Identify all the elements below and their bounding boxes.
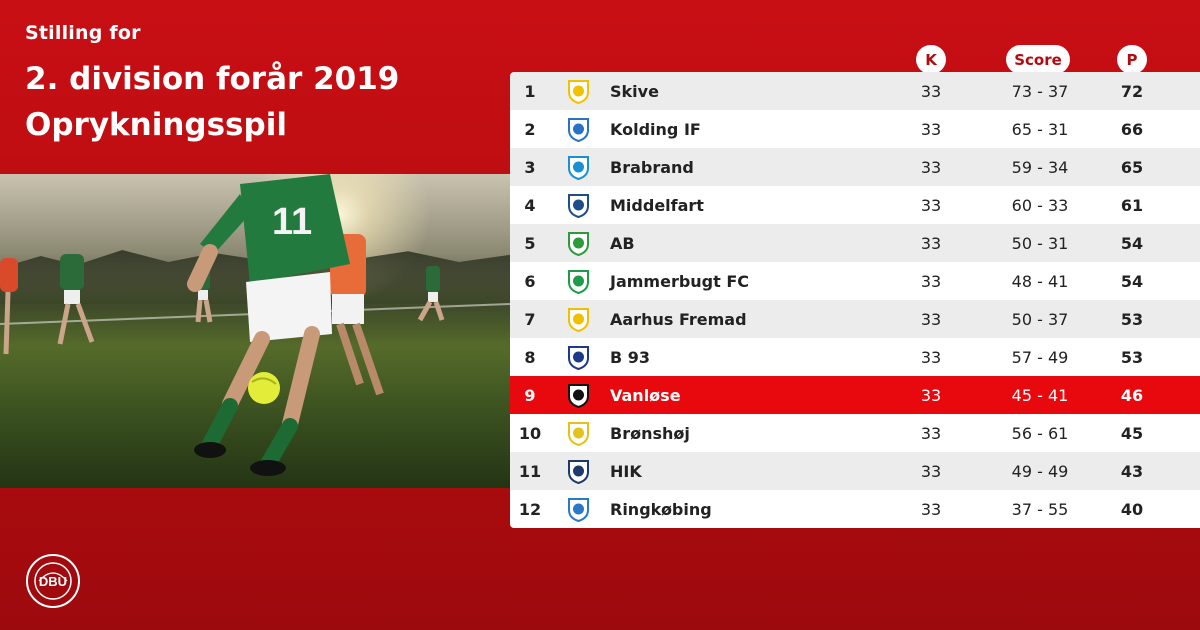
jammerbugt-fc-crest-icon <box>568 270 589 294</box>
points-cell: 43 <box>1120 461 1144 481</box>
football-photo: 11 <box>0 174 510 488</box>
team-name: Ringkøbing <box>610 499 712 519</box>
brabrand-crest-icon <box>568 156 589 180</box>
standings-table: 1 Skive 33 73 - 37 72 2 Kolding IF 33 65 - 31 66 3… <box>510 72 1200 528</box>
matches-cell: 33 <box>920 233 942 253</box>
b93-crest-icon <box>568 346 589 370</box>
points-cell: 66 <box>1120 119 1144 139</box>
score-cell: 60 - 33 <box>1011 195 1069 215</box>
page-title: 2. division forår 2019 Oprykningsspil <box>25 56 399 148</box>
matches-cell: 33 <box>920 81 942 101</box>
matches-cell: 33 <box>920 271 942 291</box>
score-cell: 37 - 55 <box>1011 499 1069 519</box>
position-cell: 8 <box>524 347 536 367</box>
position-cell: 1 <box>524 81 536 101</box>
column-header-p: P <box>1117 45 1147 74</box>
position-cell: 5 <box>524 233 536 253</box>
table-row: 8 B 93 33 57 - 49 53 <box>510 338 1200 376</box>
table-row: 10 Brønshøj 33 56 - 61 45 <box>510 414 1200 452</box>
points-cell: 54 <box>1120 233 1144 253</box>
title-line-2: Oprykningsspil <box>25 107 287 143</box>
matches-cell: 33 <box>920 385 942 405</box>
position-cell: 9 <box>524 385 536 405</box>
matches-cell: 33 <box>920 423 942 443</box>
table-row: 11 HIK 33 49 - 49 43 <box>510 452 1200 490</box>
kolding-if-crest-icon <box>568 118 589 142</box>
table-row: 3 Brabrand 33 59 - 34 65 <box>510 148 1200 186</box>
skive-crest-icon <box>568 80 589 104</box>
matches-cell: 33 <box>920 195 942 215</box>
ab-crest-icon <box>568 232 589 256</box>
column-header-score: Score <box>1006 45 1070 74</box>
bronshoj-crest-icon <box>568 422 589 446</box>
score-cell: 56 - 61 <box>1011 423 1069 443</box>
vanlose-crest-icon <box>568 384 589 408</box>
score-cell: 45 - 41 <box>1011 385 1069 405</box>
score-cell: 48 - 41 <box>1011 271 1069 291</box>
heading: Stilling for 2. division forår 2019 Opry… <box>25 22 399 148</box>
matches-cell: 33 <box>920 119 942 139</box>
table-row: 2 Kolding IF 33 65 - 31 66 <box>510 110 1200 148</box>
position-cell: 4 <box>524 195 536 215</box>
points-cell: 53 <box>1120 309 1144 329</box>
matches-cell: 33 <box>920 461 942 481</box>
table-row: 4 Middelfart 33 60 - 33 61 <box>510 186 1200 224</box>
position-cell: 11 <box>518 461 542 481</box>
table-row: 5 AB 33 50 - 31 54 <box>510 224 1200 262</box>
position-cell: 2 <box>524 119 536 139</box>
table-row: 12 Ringkøbing 33 37 - 55 40 <box>510 490 1200 528</box>
points-cell: 46 <box>1120 385 1144 405</box>
team-name: Jammerbugt FC <box>610 271 750 291</box>
team-name: Aarhus Fremad <box>610 309 747 329</box>
points-cell: 65 <box>1120 157 1144 177</box>
hik-crest-icon <box>568 460 589 484</box>
points-cell: 45 <box>1120 423 1144 443</box>
matches-cell: 33 <box>920 347 942 367</box>
players-illustration: 11 <box>0 174 510 476</box>
team-name: Kolding IF <box>610 119 701 139</box>
table-row: 7 Aarhus Fremad 33 50 - 37 53 <box>510 300 1200 338</box>
dbu-logo-icon: DBU <box>26 554 80 608</box>
dbu-logo-text: DBU <box>39 574 67 589</box>
score-cell: 65 - 31 <box>1011 119 1069 139</box>
position-cell: 3 <box>524 157 536 177</box>
table-row: 9 Vanløse 33 45 - 41 46 <box>510 376 1200 414</box>
table-row: 6 Jammerbugt FC 33 48 - 41 54 <box>510 262 1200 300</box>
team-name: Middelfart <box>610 195 704 215</box>
score-cell: 50 - 31 <box>1011 233 1069 253</box>
position-cell: 7 <box>524 309 536 329</box>
matches-cell: 33 <box>920 157 942 177</box>
middelfart-crest-icon <box>568 194 589 218</box>
score-cell: 57 - 49 <box>1011 347 1069 367</box>
points-cell: 54 <box>1120 271 1144 291</box>
points-cell: 40 <box>1120 499 1144 519</box>
position-cell: 6 <box>524 271 536 291</box>
score-cell: 59 - 34 <box>1011 157 1069 177</box>
matches-cell: 33 <box>920 499 942 519</box>
team-name: HIK <box>610 461 642 481</box>
points-cell: 72 <box>1120 81 1144 101</box>
title-line-1: 2. division forår 2019 <box>25 61 400 97</box>
svg-text:11: 11 <box>272 201 312 243</box>
matches-cell: 33 <box>920 309 942 329</box>
team-name: Brønshøj <box>610 423 690 443</box>
position-cell: 12 <box>518 499 542 519</box>
score-cell: 73 - 37 <box>1011 81 1069 101</box>
score-cell: 49 - 49 <box>1011 461 1069 481</box>
aarhus-fremad-crest-icon <box>568 308 589 332</box>
position-cell: 10 <box>518 423 542 443</box>
score-cell: 50 - 37 <box>1011 309 1069 329</box>
team-name: Vanløse <box>610 385 681 405</box>
team-name: Skive <box>610 81 659 101</box>
team-name: AB <box>610 233 635 253</box>
column-header-k: K <box>916 45 946 74</box>
kicker: Stilling for <box>25 22 141 44</box>
table-row: 1 Skive 33 73 - 37 72 <box>510 72 1200 110</box>
ringkobing-crest-icon <box>568 498 589 522</box>
points-cell: 61 <box>1120 195 1144 215</box>
points-cell: 53 <box>1120 347 1144 367</box>
team-name: Brabrand <box>610 157 694 177</box>
team-name: B 93 <box>610 347 651 367</box>
